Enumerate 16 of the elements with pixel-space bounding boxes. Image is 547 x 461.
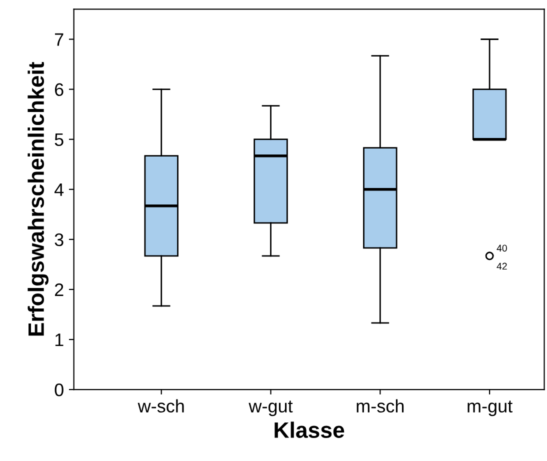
x-axis-title: Klasse	[274, 422, 344, 438]
y-tick-label: 5	[54, 133, 64, 146]
y-tick-label: 3	[54, 233, 64, 246]
y-tick-label: 2	[54, 283, 64, 296]
x-tick-label: m-gut	[468, 400, 513, 416]
annotation: 42	[496, 262, 507, 270]
y-tick-label: 6	[55, 83, 64, 96]
y-tick-label: 1	[55, 334, 64, 346]
y-axis-title: Erfolgswahrscheinlichkeit	[28, 62, 49, 336]
x-tick-label: w-gut	[248, 400, 293, 416]
x-tick-label: m-sch	[356, 399, 404, 413]
y-tick-label: 0	[54, 383, 64, 396]
y-tick-label: 7	[55, 33, 64, 46]
annotation: 40	[496, 244, 507, 252]
x-tick-label: w-sch	[138, 399, 184, 413]
y-tick-label: 4	[54, 183, 64, 196]
